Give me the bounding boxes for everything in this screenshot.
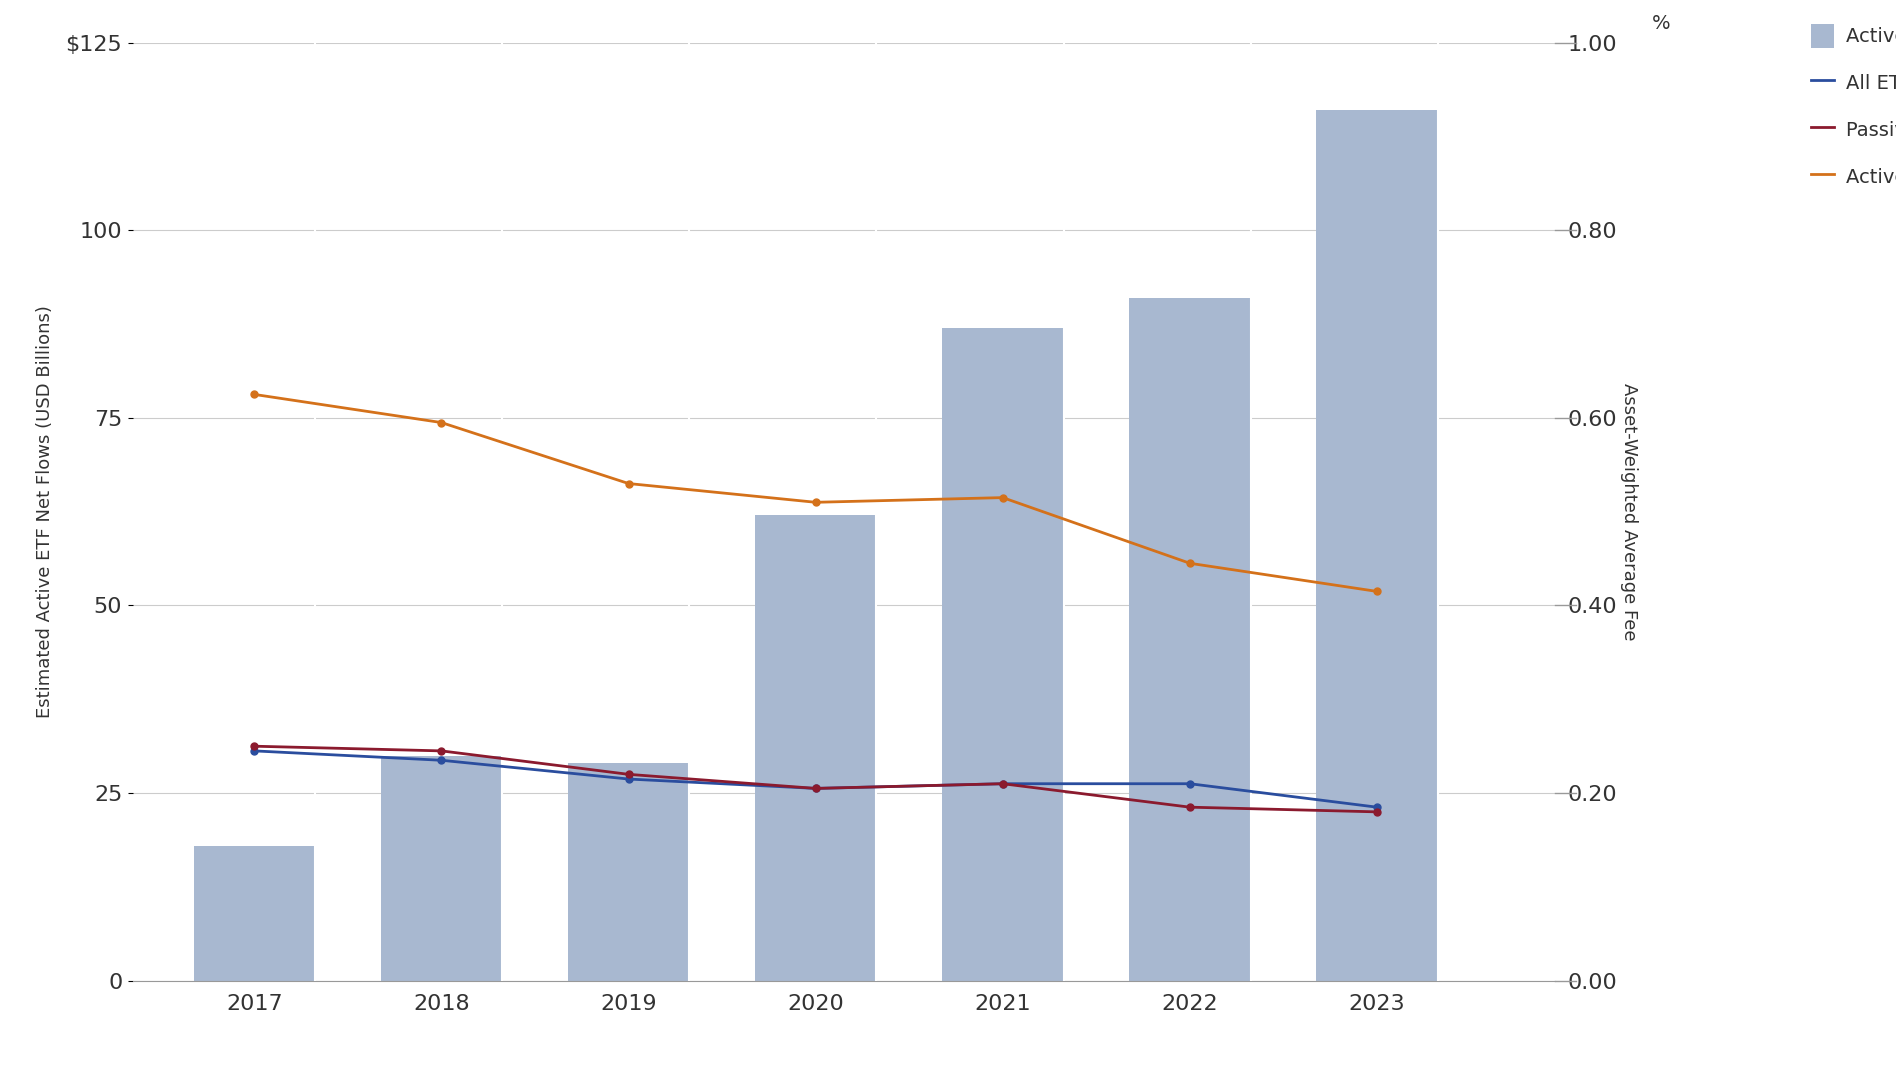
Y-axis label: Asset-Weighted Average Fee: Asset-Weighted Average Fee [1619, 383, 1638, 641]
Bar [1128, 297, 1251, 981]
Bar [755, 516, 876, 981]
Legend: Active ETF Flows, All ETF Fee, Passive ETF Fee, Active ETF Fee: Active ETF Flows, All ETF Fee, Passive E… [1811, 23, 1896, 189]
Bar [193, 845, 315, 981]
Text: %: % [1651, 14, 1670, 33]
Bar [942, 328, 1064, 981]
Bar [1316, 110, 1437, 981]
Bar [567, 763, 690, 981]
Bar [381, 756, 502, 981]
Y-axis label: Estimated Active ETF Net Flows (USD Billions): Estimated Active ETF Net Flows (USD Bill… [36, 305, 55, 718]
